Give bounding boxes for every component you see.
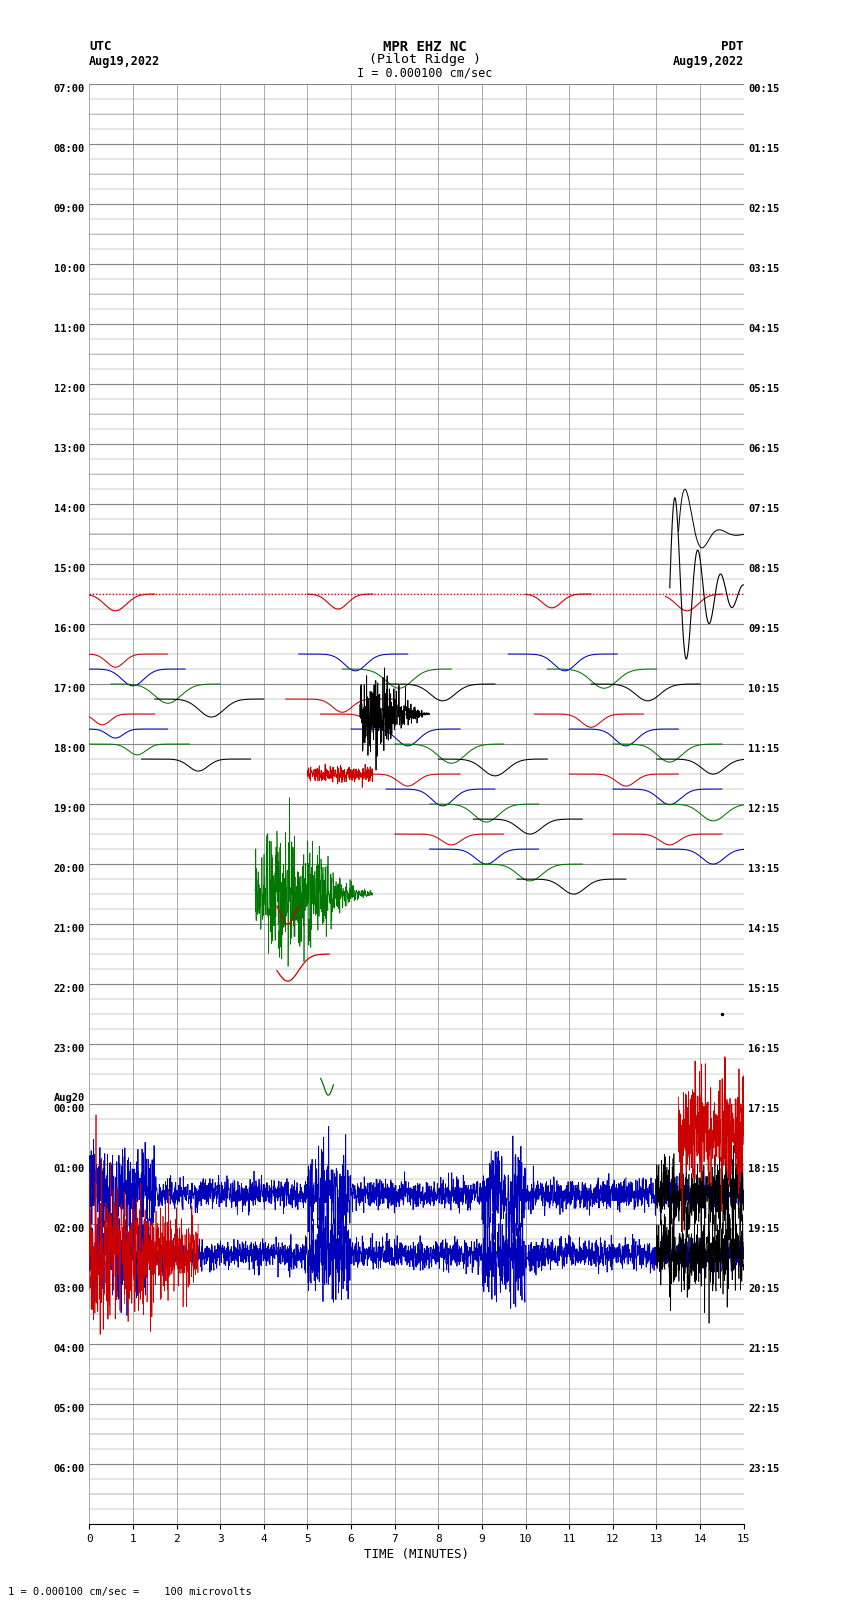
Text: 00:00: 00:00 xyxy=(54,1105,85,1115)
Text: 00:15: 00:15 xyxy=(748,84,779,94)
Text: 16:00: 16:00 xyxy=(54,624,85,634)
Text: 05:15: 05:15 xyxy=(748,384,779,394)
Text: 18:00: 18:00 xyxy=(54,744,85,753)
Text: 07:15: 07:15 xyxy=(748,503,779,515)
Text: 06:15: 06:15 xyxy=(748,444,779,453)
Text: 14:15: 14:15 xyxy=(748,924,779,934)
Text: 07:00: 07:00 xyxy=(54,84,85,94)
Text: 10:00: 10:00 xyxy=(54,265,85,274)
Text: 1 = 0.000100 cm/sec =    100 microvolts: 1 = 0.000100 cm/sec = 100 microvolts xyxy=(8,1587,252,1597)
Text: 17:00: 17:00 xyxy=(54,684,85,694)
Text: 16:15: 16:15 xyxy=(748,1044,779,1055)
Text: 01:00: 01:00 xyxy=(54,1165,85,1174)
Text: 12:00: 12:00 xyxy=(54,384,85,394)
Text: 22:15: 22:15 xyxy=(748,1405,779,1415)
Text: 08:15: 08:15 xyxy=(748,565,779,574)
Text: 11:15: 11:15 xyxy=(748,744,779,753)
X-axis label: TIME (MINUTES): TIME (MINUTES) xyxy=(364,1548,469,1561)
Text: 13:00: 13:00 xyxy=(54,444,85,453)
Text: 22:00: 22:00 xyxy=(54,984,85,994)
Text: 01:15: 01:15 xyxy=(748,144,779,153)
Text: Aug20: Aug20 xyxy=(54,1092,85,1103)
Text: I = 0.000100 cm/sec: I = 0.000100 cm/sec xyxy=(357,66,493,79)
Text: MPR EHZ NC: MPR EHZ NC xyxy=(383,40,467,55)
Text: (Pilot Ridge ): (Pilot Ridge ) xyxy=(369,53,481,66)
Text: 23:15: 23:15 xyxy=(748,1465,779,1474)
Text: 15:15: 15:15 xyxy=(748,984,779,994)
Text: 19:00: 19:00 xyxy=(54,805,85,815)
Text: 21:15: 21:15 xyxy=(748,1344,779,1355)
Text: 10:15: 10:15 xyxy=(748,684,779,694)
Text: 20:00: 20:00 xyxy=(54,865,85,874)
Text: 12:15: 12:15 xyxy=(748,805,779,815)
Text: 15:00: 15:00 xyxy=(54,565,85,574)
Text: Aug19,2022: Aug19,2022 xyxy=(89,55,161,68)
Text: 05:00: 05:00 xyxy=(54,1405,85,1415)
Text: 09:00: 09:00 xyxy=(54,203,85,215)
Text: 13:15: 13:15 xyxy=(748,865,779,874)
Text: 11:00: 11:00 xyxy=(54,324,85,334)
Text: Aug19,2022: Aug19,2022 xyxy=(672,55,744,68)
Text: 04:15: 04:15 xyxy=(748,324,779,334)
Text: 02:15: 02:15 xyxy=(748,203,779,215)
Text: 09:15: 09:15 xyxy=(748,624,779,634)
Text: 04:00: 04:00 xyxy=(54,1344,85,1355)
Text: 19:15: 19:15 xyxy=(748,1224,779,1234)
Text: 03:00: 03:00 xyxy=(54,1284,85,1294)
Text: 14:00: 14:00 xyxy=(54,503,85,515)
Text: 23:00: 23:00 xyxy=(54,1044,85,1055)
Text: 06:00: 06:00 xyxy=(54,1465,85,1474)
Text: 03:15: 03:15 xyxy=(748,265,779,274)
Text: 17:15: 17:15 xyxy=(748,1105,779,1115)
Text: 20:15: 20:15 xyxy=(748,1284,779,1294)
Text: 08:00: 08:00 xyxy=(54,144,85,153)
Text: 02:00: 02:00 xyxy=(54,1224,85,1234)
Text: 18:15: 18:15 xyxy=(748,1165,779,1174)
Text: PDT: PDT xyxy=(722,40,744,53)
Text: 21:00: 21:00 xyxy=(54,924,85,934)
Text: UTC: UTC xyxy=(89,40,111,53)
